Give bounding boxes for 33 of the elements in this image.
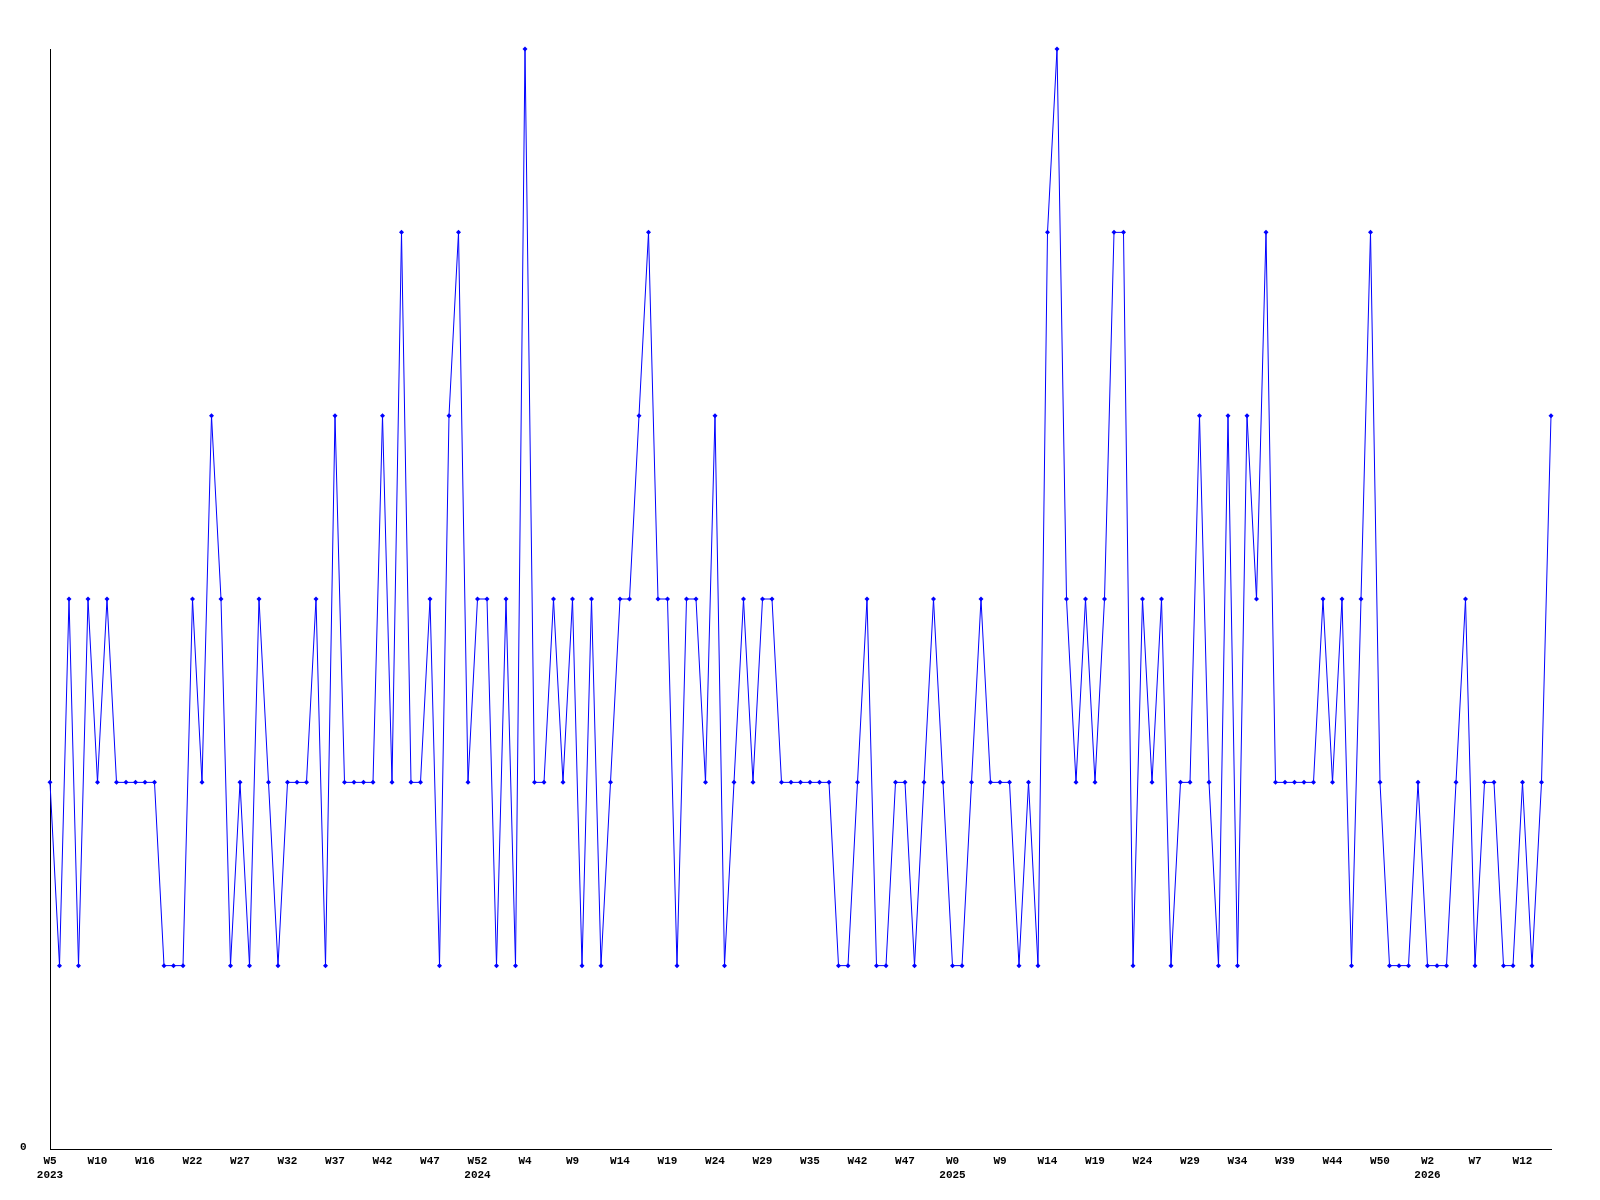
text: 0 xyxy=(20,1140,27,1153)
x-tick-label: W42 xyxy=(847,1155,868,1168)
x-tick-label: W0 2025 xyxy=(939,1155,967,1181)
x-tick-label: W9 xyxy=(993,1155,1007,1168)
x-tick-label: W37 xyxy=(325,1155,345,1168)
x-tick-label: W27 xyxy=(230,1155,250,1168)
x-tick-label: W32 xyxy=(277,1155,298,1168)
x-tick-label: W47 xyxy=(420,1155,440,1168)
x-tick-label: W47 xyxy=(895,1155,915,1168)
x-tick-label: W16 xyxy=(135,1155,155,1168)
x-tick-label: W42 xyxy=(372,1155,393,1168)
x-tick-label: W50 xyxy=(1370,1155,1390,1168)
x-tick-label: W24 xyxy=(705,1155,726,1168)
x-tick-label: W4 xyxy=(518,1155,532,1168)
x-tick-label: W22 xyxy=(182,1155,203,1168)
x-tick-label: W14 xyxy=(1037,1155,1058,1168)
x-tick-label: W7 xyxy=(1468,1155,1482,1168)
x-tick-label: W19 xyxy=(657,1155,678,1168)
x-tick-label: W39 xyxy=(1275,1155,1295,1168)
x-tick-label: W10 xyxy=(87,1155,108,1168)
x-tick-label: W5 2023 xyxy=(36,1155,64,1181)
x-tick-label: W24 xyxy=(1132,1155,1153,1168)
x-tick-label: W9 xyxy=(565,1155,580,1168)
x-tick-label: W19 xyxy=(1085,1155,1105,1168)
x-tick-label: W44 xyxy=(1322,1155,1343,1168)
x-tick-label: W2 2026 xyxy=(1414,1155,1441,1181)
x-tick-label: W14 xyxy=(610,1155,631,1168)
x-tick-label: W34 xyxy=(1227,1155,1248,1168)
x-tick-label: W12 xyxy=(1512,1155,1533,1168)
x-tick-label: W29 xyxy=(752,1155,773,1168)
x-tick-label: W35 xyxy=(800,1155,821,1168)
x-tick-label: W29 xyxy=(1180,1155,1200,1168)
x-tick-label: W52 2024 xyxy=(464,1155,492,1181)
